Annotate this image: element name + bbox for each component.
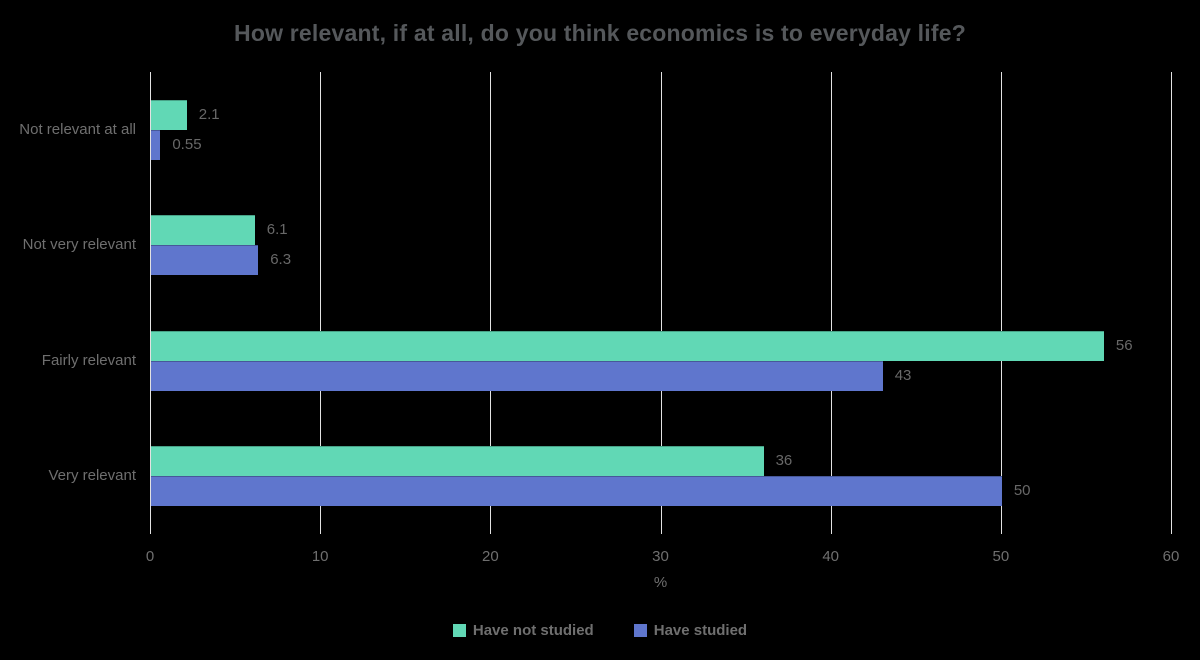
- legend-label: Have not studied: [472, 622, 594, 639]
- category-label: Fairly relevant: [41, 351, 136, 369]
- bar-value-label: 43: [894, 366, 912, 384]
- x-tick-label: 30: [652, 548, 669, 565]
- legend-item-have-not-studied: Have not studied: [452, 622, 594, 639]
- gridline: [150, 72, 151, 534]
- bar-have-studied: [151, 129, 161, 160]
- chart-title: How relevant, if at all, do you think ec…: [234, 20, 966, 46]
- legend-item-have-studied: Have studied: [633, 622, 748, 639]
- bar-have-not-studied: [151, 330, 1104, 361]
- x-tick-label: 20: [481, 548, 499, 565]
- bar-have-not-studied: [151, 215, 255, 246]
- x-tick-label: 10: [311, 548, 329, 565]
- gridline: [830, 72, 832, 534]
- gridline: [490, 72, 492, 534]
- bar-have-not-studied: [151, 99, 187, 130]
- legend-swatch-icon: [452, 624, 466, 637]
- legend-label: Have studied: [653, 622, 748, 639]
- x-tick-label: 0: [145, 548, 155, 565]
- bar-value-label: 6.1: [266, 221, 288, 239]
- bar-have-studied: [151, 245, 259, 276]
- bar-have-studied: [151, 360, 883, 391]
- bar-value-label: 0.55: [172, 135, 202, 153]
- x-tick-label: 40: [822, 548, 839, 565]
- category-label: Not relevant at all: [19, 120, 136, 138]
- x-tick-label: 50: [992, 548, 1010, 565]
- category-label: Not very relevant: [22, 236, 136, 254]
- gridline: [320, 72, 322, 534]
- gridline: [1000, 72, 1002, 534]
- legend-swatch-icon: [633, 624, 647, 637]
- bar-have-not-studied: [151, 446, 764, 477]
- bar-value-label: 36: [775, 452, 793, 470]
- bar-value-label: 6.3: [270, 251, 292, 269]
- bar-value-label: 50: [1013, 482, 1031, 500]
- x-tick-label: 60: [1162, 548, 1180, 565]
- bar-have-studied: [151, 476, 1002, 507]
- legend: Have not studied Have studied: [0, 622, 1200, 639]
- category-label: Very relevant: [48, 467, 136, 485]
- gridline: [660, 72, 662, 534]
- x-axis-label: %: [653, 574, 668, 591]
- gridline: [1171, 72, 1172, 534]
- bar-value-label: 2.1: [198, 105, 220, 123]
- bar-value-label: 56: [1115, 336, 1133, 354]
